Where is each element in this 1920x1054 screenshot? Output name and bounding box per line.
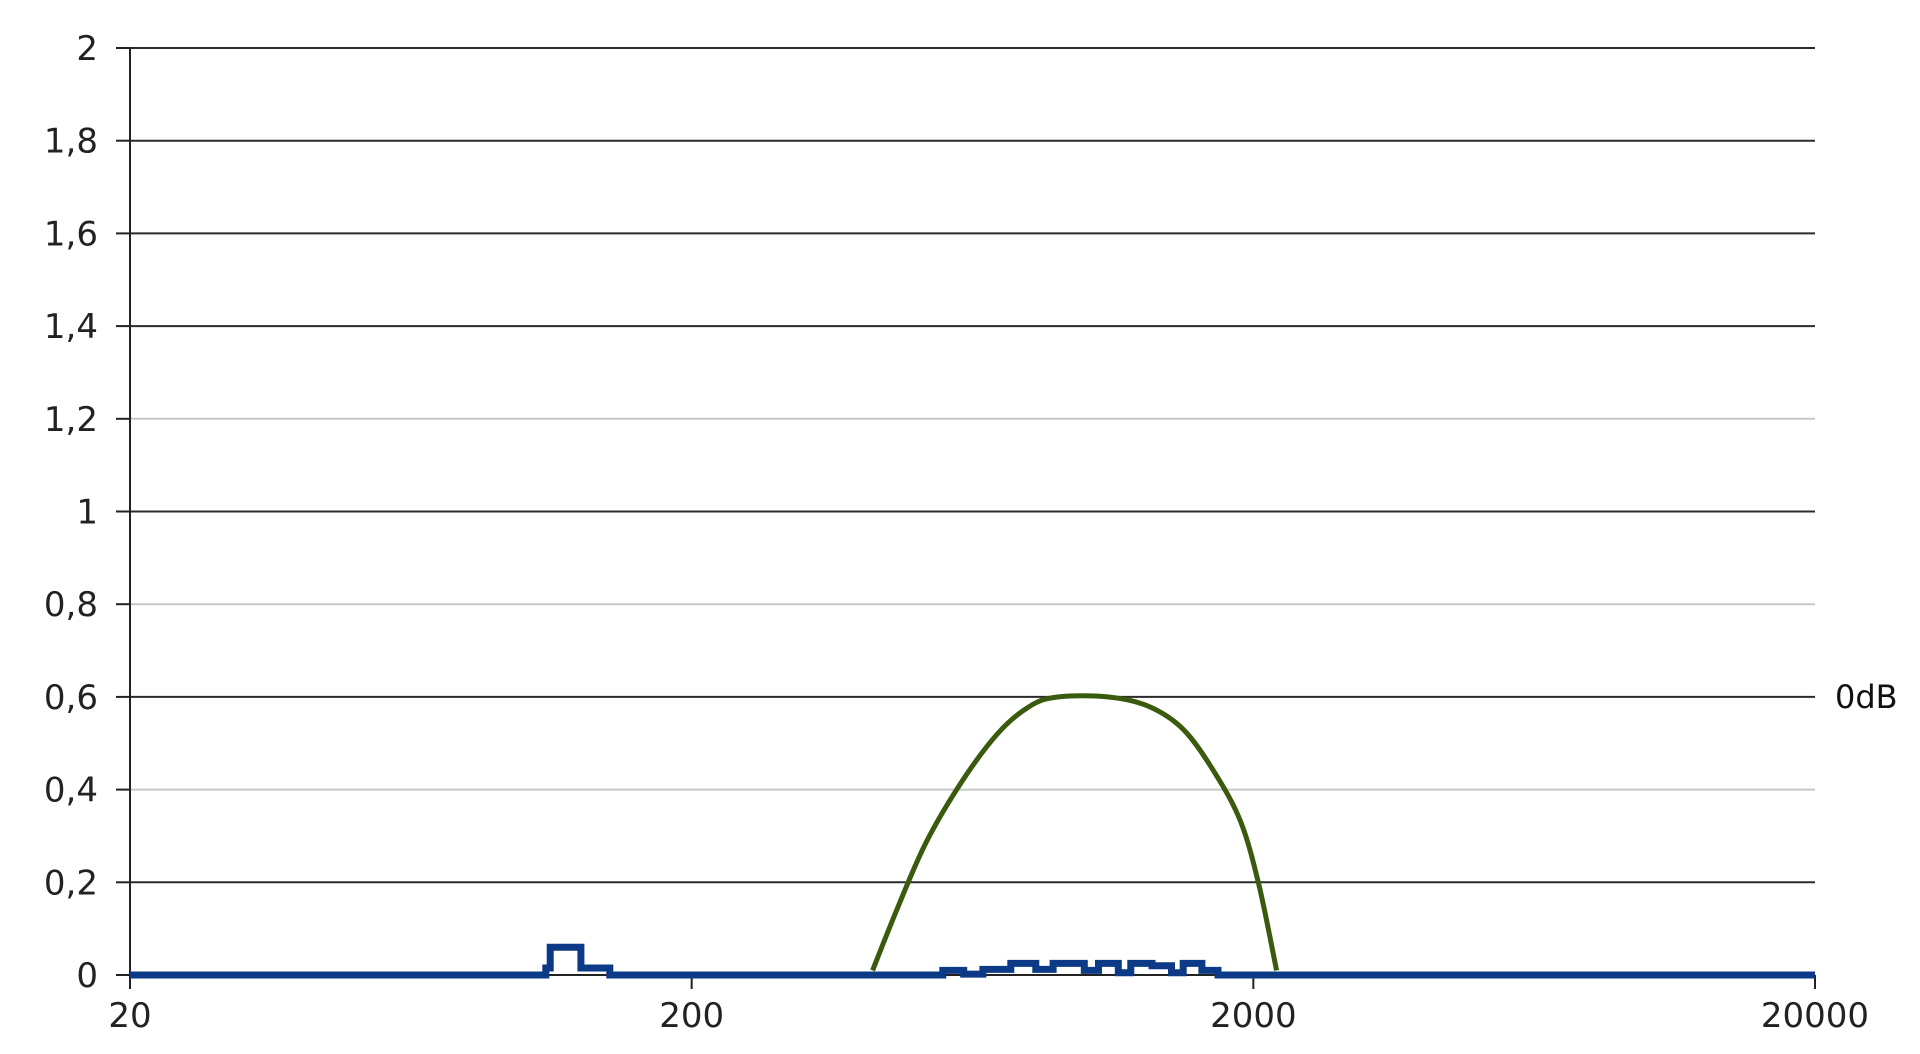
x-tick-label-1: 200 xyxy=(659,996,724,1036)
x-tick-label-0: 20 xyxy=(108,996,151,1036)
y-tick-label-5: 1 xyxy=(76,493,98,533)
y-tick-label-4: 0,8 xyxy=(44,585,98,625)
minor-gridlines xyxy=(130,417,1815,791)
series-line-1 xyxy=(870,693,1280,972)
reference-level-label: 0dB xyxy=(1835,678,1898,716)
x-tick-labels: 20 200 2000 20000 xyxy=(108,996,1869,1036)
y-tick-label-10: 2 xyxy=(76,29,98,69)
y-tick-label-2: 0,4 xyxy=(44,771,98,811)
y-tick-label-3: 0,6 xyxy=(44,678,98,718)
y-tick-label-9: 1,8 xyxy=(44,122,98,162)
y-tick-labels: 0 0,2 0,4 0,6 0,8 1 1,2 1,4 1,6 1,8 2 xyxy=(44,29,98,996)
series-lines xyxy=(130,693,1815,979)
y-tick-label-1: 0,2 xyxy=(44,863,98,903)
y-tick-label-6: 1,2 xyxy=(44,400,98,440)
x-tick-label-2: 2000 xyxy=(1210,996,1297,1036)
y-tick-label-8: 1,6 xyxy=(44,214,98,254)
axes xyxy=(116,47,1816,989)
x-tick-label-3: 20000 xyxy=(1761,996,1869,1036)
series-line-0 xyxy=(130,943,1815,979)
y-tick-label-7: 1,4 xyxy=(44,307,98,347)
y-tick-label-0: 0 xyxy=(76,956,98,996)
major-gridlines xyxy=(130,47,1815,884)
